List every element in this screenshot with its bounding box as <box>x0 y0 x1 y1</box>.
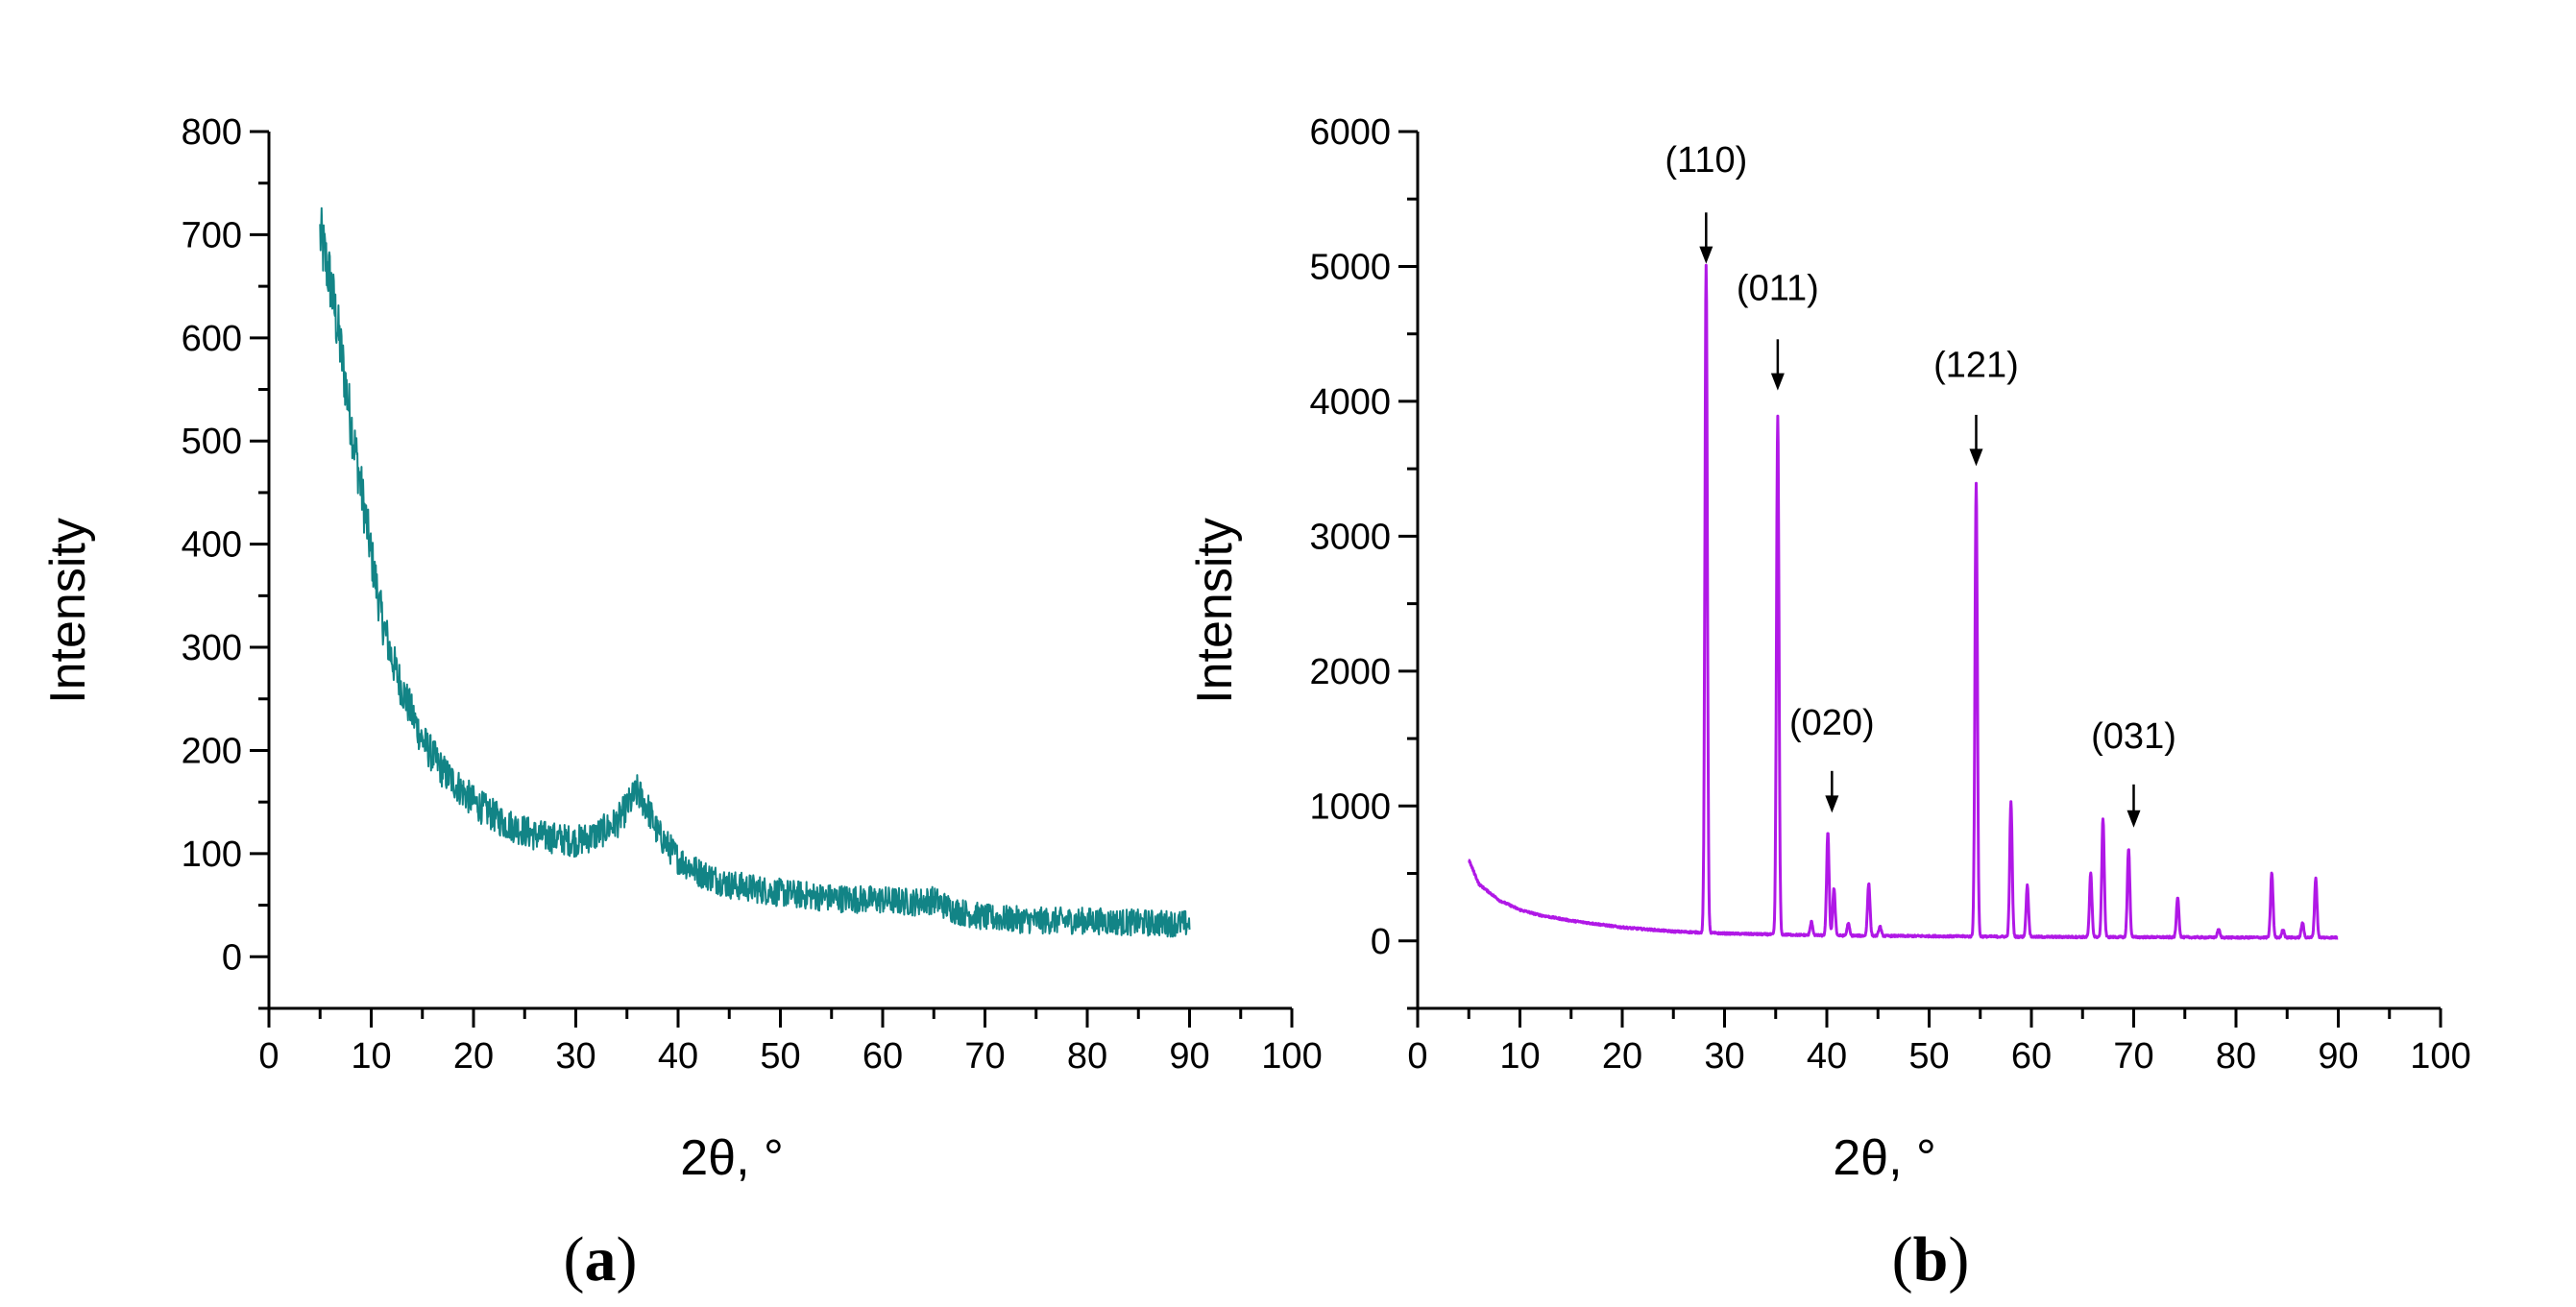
x-tick-label: 70 <box>2113 1036 2153 1077</box>
series-line <box>319 206 1191 938</box>
panel-b-x-axis-label: 2θ, ° <box>1833 1130 1936 1186</box>
panel-b-y-axis-label: Intensity <box>1187 518 1243 704</box>
y-tick-label: 600 <box>182 319 242 359</box>
panel-b-axes <box>1416 132 2441 1010</box>
y-tick-label: 6000 <box>1309 112 1391 153</box>
peak-label: (121) <box>1933 346 2019 386</box>
peak-arrow-head <box>2126 810 2141 828</box>
panel-a-series <box>319 206 1191 938</box>
x-tick-label: 80 <box>2216 1036 2256 1077</box>
x-tick-label: 40 <box>658 1036 698 1077</box>
x-tick-label: 0 <box>1407 1036 1427 1077</box>
y-tick-label: 200 <box>182 731 242 771</box>
panel-a-x-axis-label: 2θ, ° <box>680 1130 784 1186</box>
x-tick-label: 30 <box>555 1036 595 1077</box>
y-tick-label: 300 <box>182 628 242 668</box>
y-tick-label: 3000 <box>1309 517 1391 557</box>
panel-a-y-ticks: 0 100 200 300 400 500 600 700 800 <box>182 112 269 1010</box>
peak-arrow-head <box>1969 448 1983 467</box>
x-tick-label: 80 <box>1067 1036 1107 1077</box>
y-tick-label: 5000 <box>1309 247 1391 287</box>
peak-arrow-head <box>1770 373 1785 391</box>
x-tick-label: 30 <box>1704 1036 1744 1077</box>
y-tick-label: 4000 <box>1309 382 1391 423</box>
peak-label: (031) <box>2091 716 2176 757</box>
x-tick-label: 20 <box>1602 1036 1642 1077</box>
x-tick-label: 60 <box>863 1036 903 1077</box>
x-tick-label: 40 <box>1807 1036 1847 1077</box>
x-tick-label: 60 <box>2011 1036 2052 1077</box>
series-line <box>1468 263 2340 940</box>
chart-panel-a: 0 100 200 300 400 500 600 700 800 0 10 20 30 40 50 60 7… <box>40 112 1323 1295</box>
panel-b-label: (b) <box>1892 1224 1970 1295</box>
x-tick-label: 10 <box>1499 1036 1540 1077</box>
x-tick-label: 50 <box>760 1036 800 1077</box>
chart-panel-b: 0 1000 2000 3000 4000 5000 6000 0 10 20 30 40 50 60 7… <box>1187 112 2471 1295</box>
panel-a-y-axis-label: Intensity <box>40 518 96 704</box>
panel-b-x-ticks: 0 10 20 30 40 50 60 70 80 90 100 <box>1407 1008 2471 1077</box>
y-tick-label: 1000 <box>1309 787 1391 827</box>
x-tick-label: 70 <box>964 1036 1005 1077</box>
x-tick-label: 10 <box>351 1036 391 1077</box>
x-tick-label: 90 <box>2318 1036 2358 1077</box>
peak-label: (011) <box>1737 269 1819 309</box>
y-tick-label: 700 <box>182 215 242 255</box>
x-tick-label: 0 <box>258 1036 279 1077</box>
peak-label: (110) <box>1665 140 1747 181</box>
y-tick-label: 400 <box>182 525 242 566</box>
peak-label: (020) <box>1789 703 1875 743</box>
y-tick-label: 0 <box>1371 922 1391 962</box>
y-tick-label: 2000 <box>1309 652 1391 692</box>
x-tick-label: 100 <box>1261 1036 1322 1077</box>
panel-a-x-ticks: 0 10 20 30 40 50 60 70 80 90 100 <box>258 1008 1323 1077</box>
y-tick-label: 100 <box>182 835 242 875</box>
panel-a-axes <box>267 132 1292 1010</box>
y-tick-label: 0 <box>222 937 242 978</box>
x-tick-label: 50 <box>1908 1036 1949 1077</box>
y-tick-label: 500 <box>182 422 242 462</box>
x-tick-label: 100 <box>2410 1036 2470 1077</box>
panel-b-series <box>1468 263 2340 940</box>
panel-a-label: (a) <box>564 1224 638 1295</box>
y-tick-label: 800 <box>182 112 242 153</box>
peak-arrow-head <box>1825 795 1839 813</box>
peak-arrow-head <box>1699 246 1713 264</box>
x-tick-label: 90 <box>1169 1036 1209 1077</box>
x-tick-label: 20 <box>453 1036 494 1077</box>
panel-b-peak-annotations: (110) (011) (020) (121) (031) <box>1665 140 2176 828</box>
panel-b-y-ticks: 0 1000 2000 3000 4000 5000 6000 <box>1309 112 1418 1010</box>
